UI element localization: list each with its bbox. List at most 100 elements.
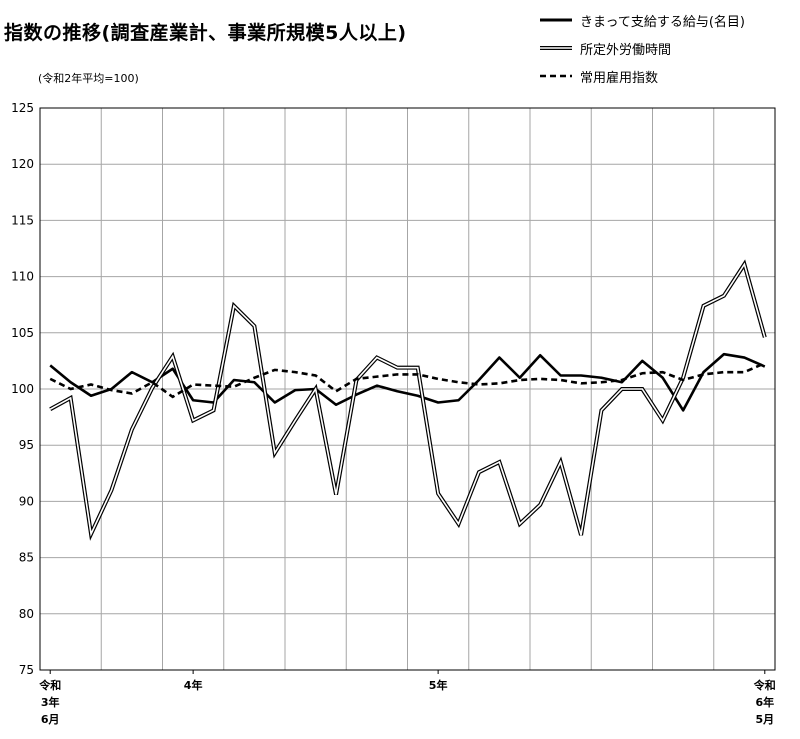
data-point-s1: [559, 374, 561, 376]
data-point-s1: [131, 371, 133, 373]
chart-subtitle: (令和2年平均=100): [38, 72, 139, 85]
data-point-s3: [314, 374, 316, 376]
data-point-s3: [253, 377, 255, 379]
data-point-s1: [417, 395, 419, 397]
data-point-s3: [478, 383, 480, 385]
data-point-s2: [192, 419, 194, 421]
data-point-s3: [90, 383, 92, 385]
data-point-s2: [172, 355, 174, 357]
data-point-s3: [151, 381, 153, 383]
data-point-s1: [253, 381, 255, 383]
data-point-s3: [764, 362, 766, 364]
legend-item-overtime: 所定外労働時間: [540, 34, 745, 62]
data-point-s1: [376, 384, 378, 386]
data-point-s3: [69, 388, 71, 390]
data-point-s3: [662, 371, 664, 373]
data-point-s3: [192, 383, 194, 385]
data-point-s2: [519, 523, 521, 525]
data-point-s1: [294, 389, 296, 391]
data-point-s3: [519, 379, 521, 381]
data-point-s2: [457, 523, 459, 525]
data-point-s2: [539, 504, 541, 506]
data-point-s3: [110, 389, 112, 391]
data-point-s1: [172, 368, 174, 370]
data-point-s3: [498, 382, 500, 384]
data-point-s1: [233, 379, 235, 381]
data-point-s1: [49, 364, 51, 366]
data-point-s3: [723, 371, 725, 373]
data-point-s1: [621, 381, 623, 383]
data-point-s1: [600, 377, 602, 379]
data-point-s2: [764, 336, 766, 338]
legend: きまって支給する給与(名目) 所定外労働時間 常用雇用指数: [540, 6, 745, 90]
data-point-s3: [49, 378, 51, 380]
data-point-s2: [69, 397, 71, 399]
data-point-s2: [641, 388, 643, 390]
legend-swatch-solid: [540, 18, 572, 22]
data-point-s2: [417, 366, 419, 368]
data-point-s3: [682, 379, 684, 381]
data-point-s2: [131, 428, 133, 430]
data-point-s1: [723, 353, 725, 355]
data-point-s1: [437, 401, 439, 403]
data-point-s3: [376, 375, 378, 377]
data-point-s2: [253, 325, 255, 327]
data-point-s1: [90, 395, 92, 397]
data-point-s2: [90, 533, 92, 535]
series-line-1: [49, 352, 766, 412]
data-point-s3: [621, 379, 623, 381]
data-point-s3: [274, 369, 276, 371]
data-point-s1: [519, 377, 521, 379]
data-point-s2: [233, 305, 235, 307]
y-tick-label: 105: [11, 326, 34, 340]
data-point-s2: [335, 493, 337, 495]
data-point-s1: [641, 360, 643, 362]
data-point-s2: [151, 387, 153, 389]
x-tick-label: 4年: [184, 678, 203, 692]
y-tick-label: 85: [19, 551, 34, 565]
x-tick-label: 5年: [429, 678, 448, 692]
data-point-s2: [743, 263, 745, 265]
data-point-s3: [580, 382, 582, 384]
data-point-s1: [192, 399, 194, 401]
data-point-s2: [498, 461, 500, 463]
data-point-s2: [396, 366, 398, 368]
data-point-s1: [580, 374, 582, 376]
data-point-s2: [621, 388, 623, 390]
data-point-s1: [69, 381, 71, 383]
data-point-s2: [723, 295, 725, 297]
y-tick-label: 100: [11, 382, 34, 396]
data-point-s2: [49, 408, 51, 410]
chart-title: 指数の推移(調査産業計、事業所規模5人以上): [4, 22, 407, 44]
y-tick-label: 110: [11, 270, 34, 284]
data-point-s1: [478, 379, 480, 381]
data-point-s1: [743, 356, 745, 358]
data-point-s3: [396, 373, 398, 375]
data-point-s3: [172, 396, 174, 398]
y-tick-label: 95: [19, 438, 34, 452]
data-point-s1: [396, 390, 398, 392]
data-point-s2: [437, 492, 439, 494]
data-point-s1: [682, 409, 684, 411]
data-point-s2: [580, 534, 582, 536]
y-tick-label: 115: [11, 213, 34, 227]
data-point-s2: [110, 489, 112, 491]
y-tick-label: 90: [19, 494, 34, 508]
y-tick-label: 125: [11, 101, 34, 115]
data-point-s2: [478, 471, 480, 473]
data-point-s2: [559, 461, 561, 463]
data-point-s3: [559, 379, 561, 381]
data-point-s1: [335, 404, 337, 406]
x-tick-label: 令和 3年 6月: [38, 678, 61, 726]
legend-label-wages: きまって支給する給与(名目): [580, 14, 745, 30]
data-point-s3: [233, 386, 235, 388]
data-point-s2: [294, 419, 296, 421]
data-point-s1: [539, 354, 541, 356]
legend-item-employment: 常用雇用指数: [540, 62, 745, 90]
legend-label-employment: 常用雇用指数: [580, 70, 659, 86]
data-point-s2: [600, 409, 602, 411]
data-point-s3: [539, 378, 541, 380]
y-tick-label: 80: [19, 607, 34, 621]
data-point-s2: [702, 305, 704, 307]
